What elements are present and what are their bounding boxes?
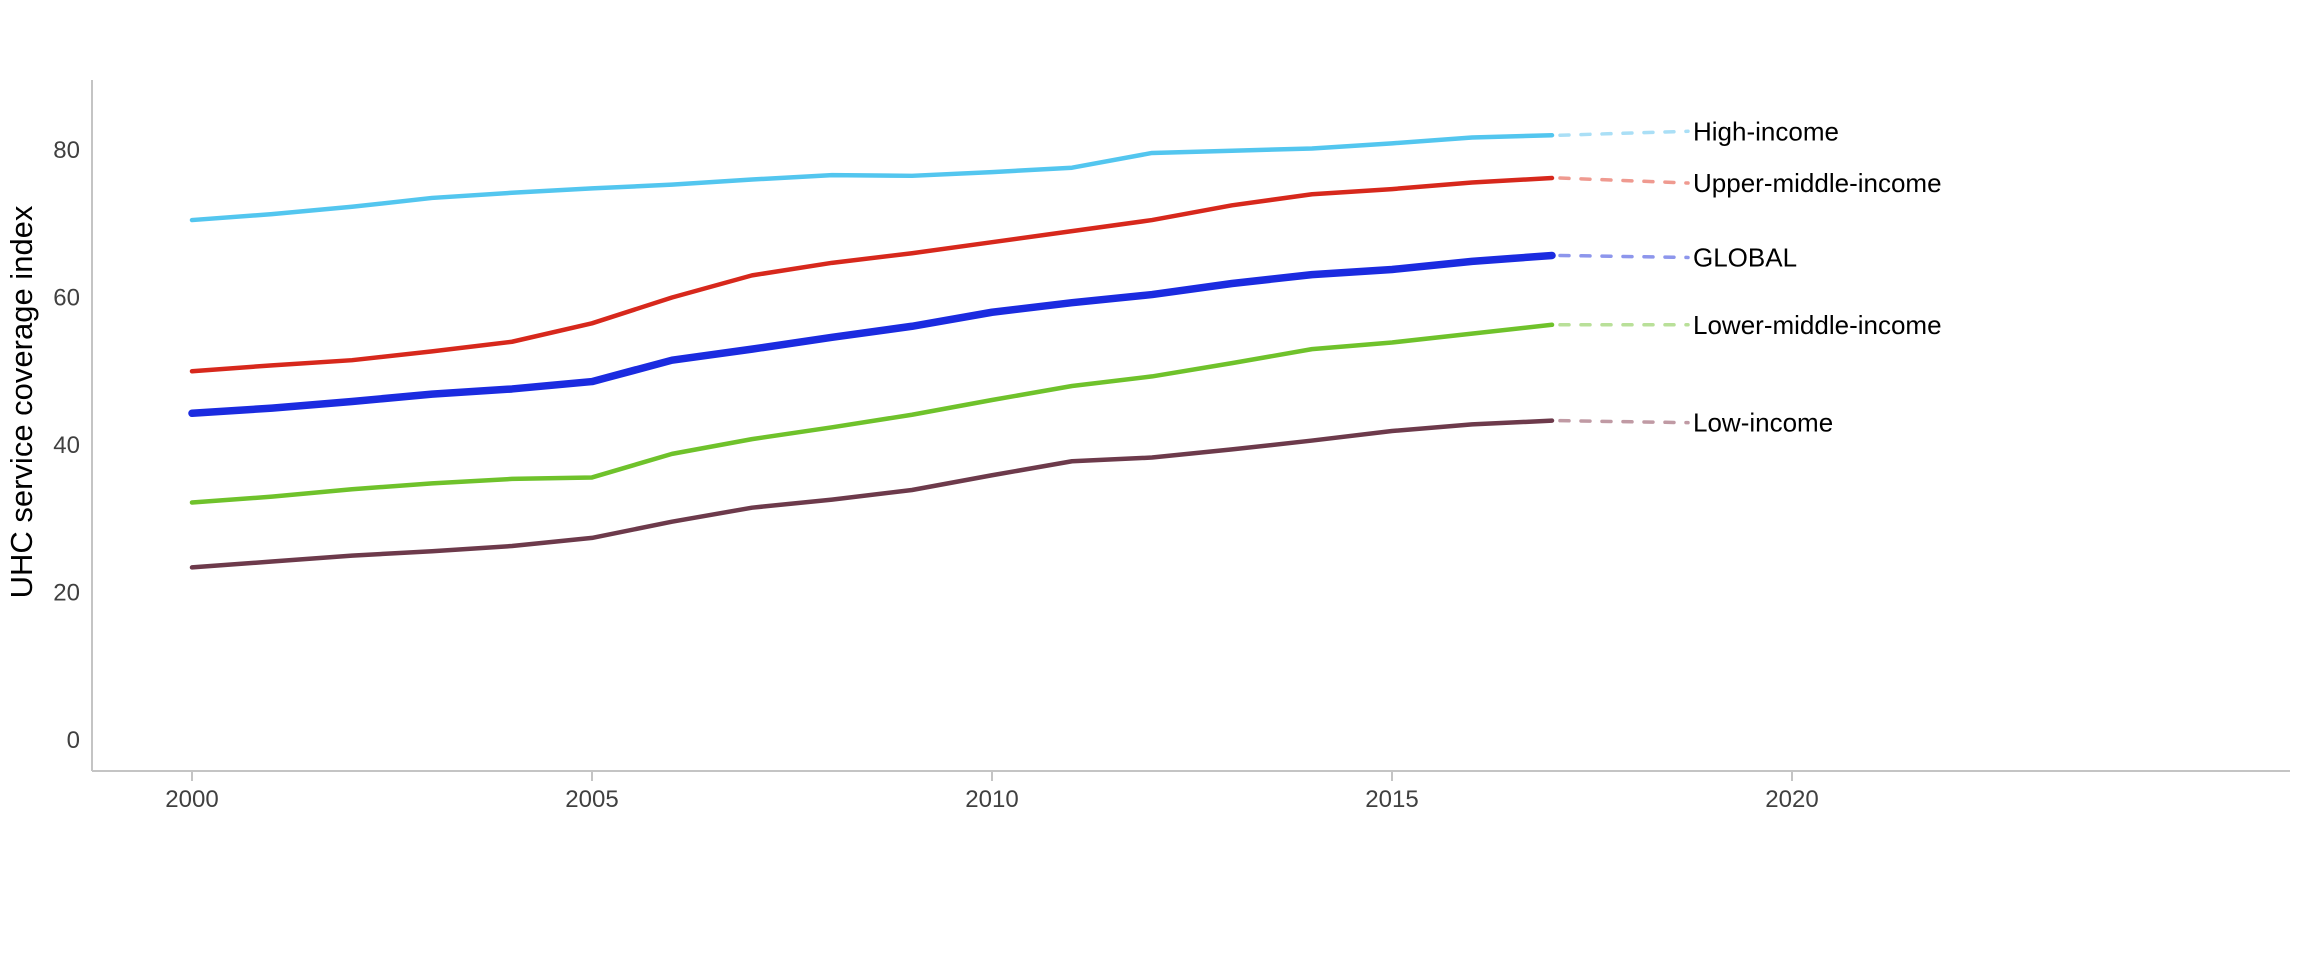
series-line-global bbox=[188, 251, 1556, 418]
y-tick-label-0: 0 bbox=[67, 727, 80, 754]
y-tick-label-60: 60 bbox=[53, 285, 80, 312]
series-label-global: GLOBAL bbox=[1693, 242, 1797, 272]
leader-line-global bbox=[1558, 253, 1690, 260]
leader-line-upper-middle-income bbox=[1558, 176, 1690, 185]
leader-line-high-income bbox=[1558, 129, 1690, 137]
series-line-lower-middle-income bbox=[189, 322, 1555, 505]
series-label-lower-middle-income: Lower-middle-income bbox=[1693, 310, 1942, 340]
x-tick-label-2005: 2005 bbox=[565, 786, 618, 813]
series-label-low-income: Low-income bbox=[1693, 408, 1833, 438]
series-line-upper-middle-income bbox=[189, 175, 1555, 374]
leader-line-low-income bbox=[1558, 418, 1690, 425]
x-tick-label-2020: 2020 bbox=[1765, 786, 1818, 813]
y-tick-label-80: 80 bbox=[53, 137, 80, 164]
y-tick-label-40: 40 bbox=[53, 432, 80, 459]
y-axis-title: UHC service coverage index bbox=[4, 205, 39, 598]
series-label-upper-middle-income: Upper-middle-income bbox=[1693, 168, 1942, 198]
x-tick-label-2000: 2000 bbox=[165, 786, 218, 813]
y-tick-label-20: 20 bbox=[53, 580, 80, 607]
series-line-low-income bbox=[189, 418, 1555, 570]
x-tick-label-2015: 2015 bbox=[1365, 786, 1418, 813]
x-tick-label-2010: 2010 bbox=[965, 786, 1018, 813]
series-line-high-income bbox=[189, 133, 1555, 223]
series-label-high-income: High-income bbox=[1693, 116, 1839, 146]
